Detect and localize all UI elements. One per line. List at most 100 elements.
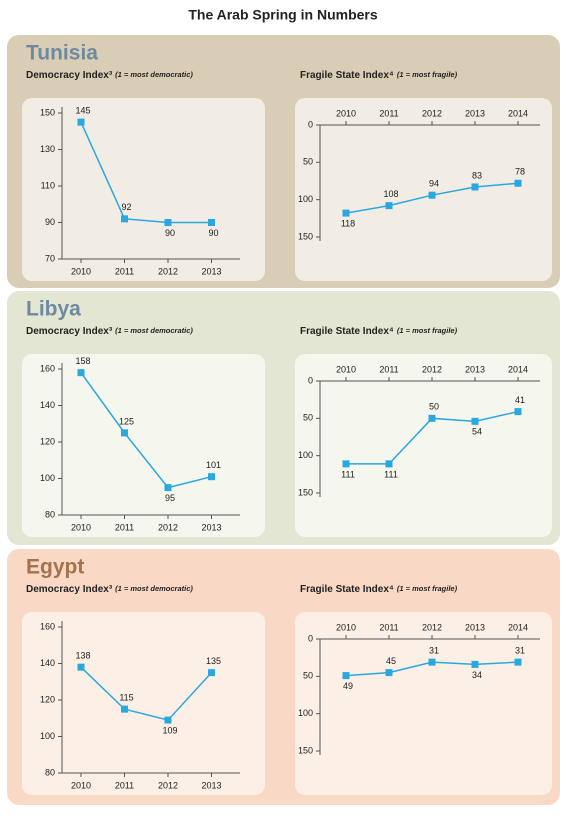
point [342, 460, 350, 468]
data-label: 111 [341, 469, 355, 479]
y-tick-label: 100 [298, 194, 313, 204]
x-tick-label: 2012 [158, 780, 178, 790]
point [514, 179, 522, 187]
data-label: 34 [472, 670, 482, 680]
point [342, 672, 350, 680]
y-tick-label: 100 [40, 473, 55, 483]
data-label: 54 [472, 427, 482, 437]
point [208, 219, 215, 226]
data-label: 118 [341, 218, 355, 228]
x-tick-label: 2010 [71, 522, 91, 532]
x-tick-label: 2012 [158, 522, 178, 532]
x-tick-label: 2012 [422, 622, 442, 632]
y-tick-label: 120 [40, 436, 55, 446]
chart-panel [295, 98, 552, 281]
x-tick-label: 2012 [158, 266, 178, 276]
data-label: 95 [165, 493, 175, 503]
y-tick-label: 150 [298, 487, 313, 497]
section-name: Egypt [26, 556, 84, 579]
chart-title: Fragile State Index⁴ (1 = most fragile) [300, 70, 458, 81]
y-tick-label: 50 [303, 413, 313, 423]
point [77, 369, 85, 377]
data-label: 50 [429, 402, 439, 412]
chart-title-text: Democracy Index³ [26, 326, 113, 337]
point [342, 209, 350, 217]
x-tick-label: 2013 [465, 622, 485, 632]
chart-subtitle: (1 = most democratic) [115, 70, 193, 79]
data-label: 111 [384, 469, 398, 479]
x-tick-label: 2011 [379, 108, 398, 118]
point [471, 660, 479, 668]
line [80, 372, 212, 489]
chart-panel [22, 354, 265, 537]
x-tick-label: 2013 [201, 780, 221, 790]
y-tick-label: 70 [45, 253, 55, 263]
section-name: Libya [26, 298, 81, 321]
y-tick-label: 160 [40, 363, 55, 373]
y-tick-label: 140 [40, 400, 55, 410]
y-tick-label: 50 [303, 157, 313, 167]
chart-panel [22, 612, 265, 795]
line [80, 121, 212, 224]
y-tick-label: 150 [298, 231, 313, 241]
y-tick-label: 90 [45, 217, 55, 227]
data-label: 90 [165, 228, 175, 238]
y-tick-label: 140 [40, 658, 55, 668]
x-tick-label: 2010 [336, 108, 356, 118]
x-tick-label: 2012 [422, 108, 442, 118]
data-label: 90 [208, 228, 218, 238]
chart-subtitle: (1 = most fragile) [397, 70, 458, 79]
section-name: Tunisia [26, 42, 98, 65]
x-tick-label: 2011 [115, 266, 134, 276]
y-tick-label: 0 [308, 633, 313, 643]
point [428, 191, 436, 199]
x-tick-label: 2011 [379, 364, 398, 374]
point [428, 414, 436, 422]
data-label: 31 [515, 646, 525, 656]
data-label: 101 [206, 460, 221, 470]
chart-title: Fragile State Index⁴ (1 = most fragile) [300, 326, 458, 337]
point [385, 460, 393, 468]
data-label: 108 [383, 189, 398, 199]
page-title: The Arab Spring in Numbers [188, 7, 377, 23]
chart-title-text: Democracy Index³ [26, 584, 113, 595]
chart-title-text: Democracy Index³ [26, 70, 113, 81]
y-tick-label: 110 [41, 180, 55, 190]
data-label: 125 [119, 416, 134, 426]
point [121, 429, 128, 437]
chart-title-text: Fragile State Index⁴ [300, 326, 394, 337]
y-tick-label: 100 [298, 450, 313, 460]
chart-title: Democracy Index³ (1 = most democratic) [26, 584, 193, 595]
point [514, 658, 522, 666]
x-tick-label: 2010 [336, 622, 356, 632]
point [208, 669, 215, 677]
chart-panel [22, 98, 265, 281]
y-tick-label: 80 [45, 509, 55, 519]
y-tick-label: 50 [303, 671, 313, 681]
x-tick-label: 2010 [71, 266, 91, 276]
y-tick-label: 160 [40, 621, 55, 631]
chart-subtitle: (1 = most democratic) [115, 584, 193, 593]
data-label: 135 [206, 656, 221, 666]
y-tick-label: 0 [308, 375, 313, 385]
data-label: 83 [472, 170, 482, 180]
data-label: 78 [515, 167, 525, 177]
point [164, 219, 172, 226]
chart-subtitle: (1 = most fragile) [397, 584, 458, 593]
x-tick-label: 2014 [508, 108, 528, 118]
data-label: 145 [75, 106, 90, 116]
x-tick-label: 2013 [465, 108, 485, 118]
x-tick-label: 2011 [115, 522, 134, 532]
data-label: 94 [429, 179, 439, 189]
x-tick-label: 2014 [508, 364, 528, 374]
point [121, 215, 128, 223]
data-label: 41 [515, 395, 525, 405]
x-tick-label: 2010 [336, 364, 356, 374]
chart-title: Democracy Index³ (1 = most democratic) [26, 70, 193, 81]
x-tick-label: 2013 [201, 522, 221, 532]
x-tick-label: 2011 [115, 780, 134, 790]
chart-title: Democracy Index³ (1 = most democratic) [26, 326, 193, 337]
chart-subtitle: (1 = most fragile) [397, 326, 458, 335]
chart-title-text: Fragile State Index⁴ [300, 584, 394, 595]
